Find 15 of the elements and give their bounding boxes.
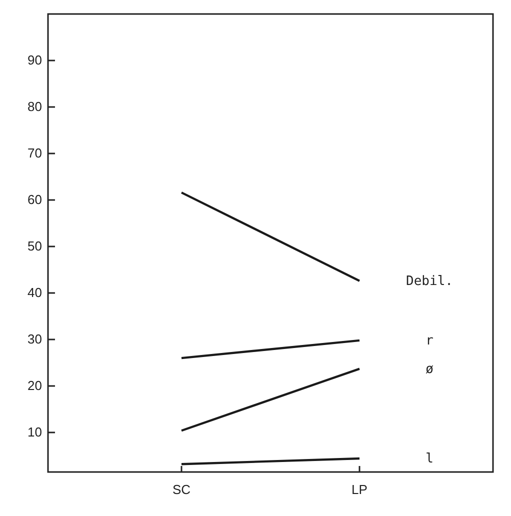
x-tick-label: LP <box>352 482 368 497</box>
y-tick-label: 10 <box>28 424 42 440</box>
y-tick-label: 30 <box>28 331 42 346</box>
text: r <box>426 333 434 348</box>
y-tick-label: 20 <box>28 378 42 393</box>
x-tick-label: SC <box>172 482 191 497</box>
y-tick-label: 50 <box>28 238 42 254</box>
y-tick-label: 80 <box>28 98 42 114</box>
y-tick-label: 40 <box>28 284 42 300</box>
text: ø <box>426 362 434 377</box>
y-tick-label: 90 <box>28 52 42 68</box>
y-tick-label: 60 <box>28 192 42 207</box>
y-tick-label: 70 <box>28 145 42 160</box>
text: Debil. <box>406 274 453 289</box>
text: l <box>426 452 434 467</box>
